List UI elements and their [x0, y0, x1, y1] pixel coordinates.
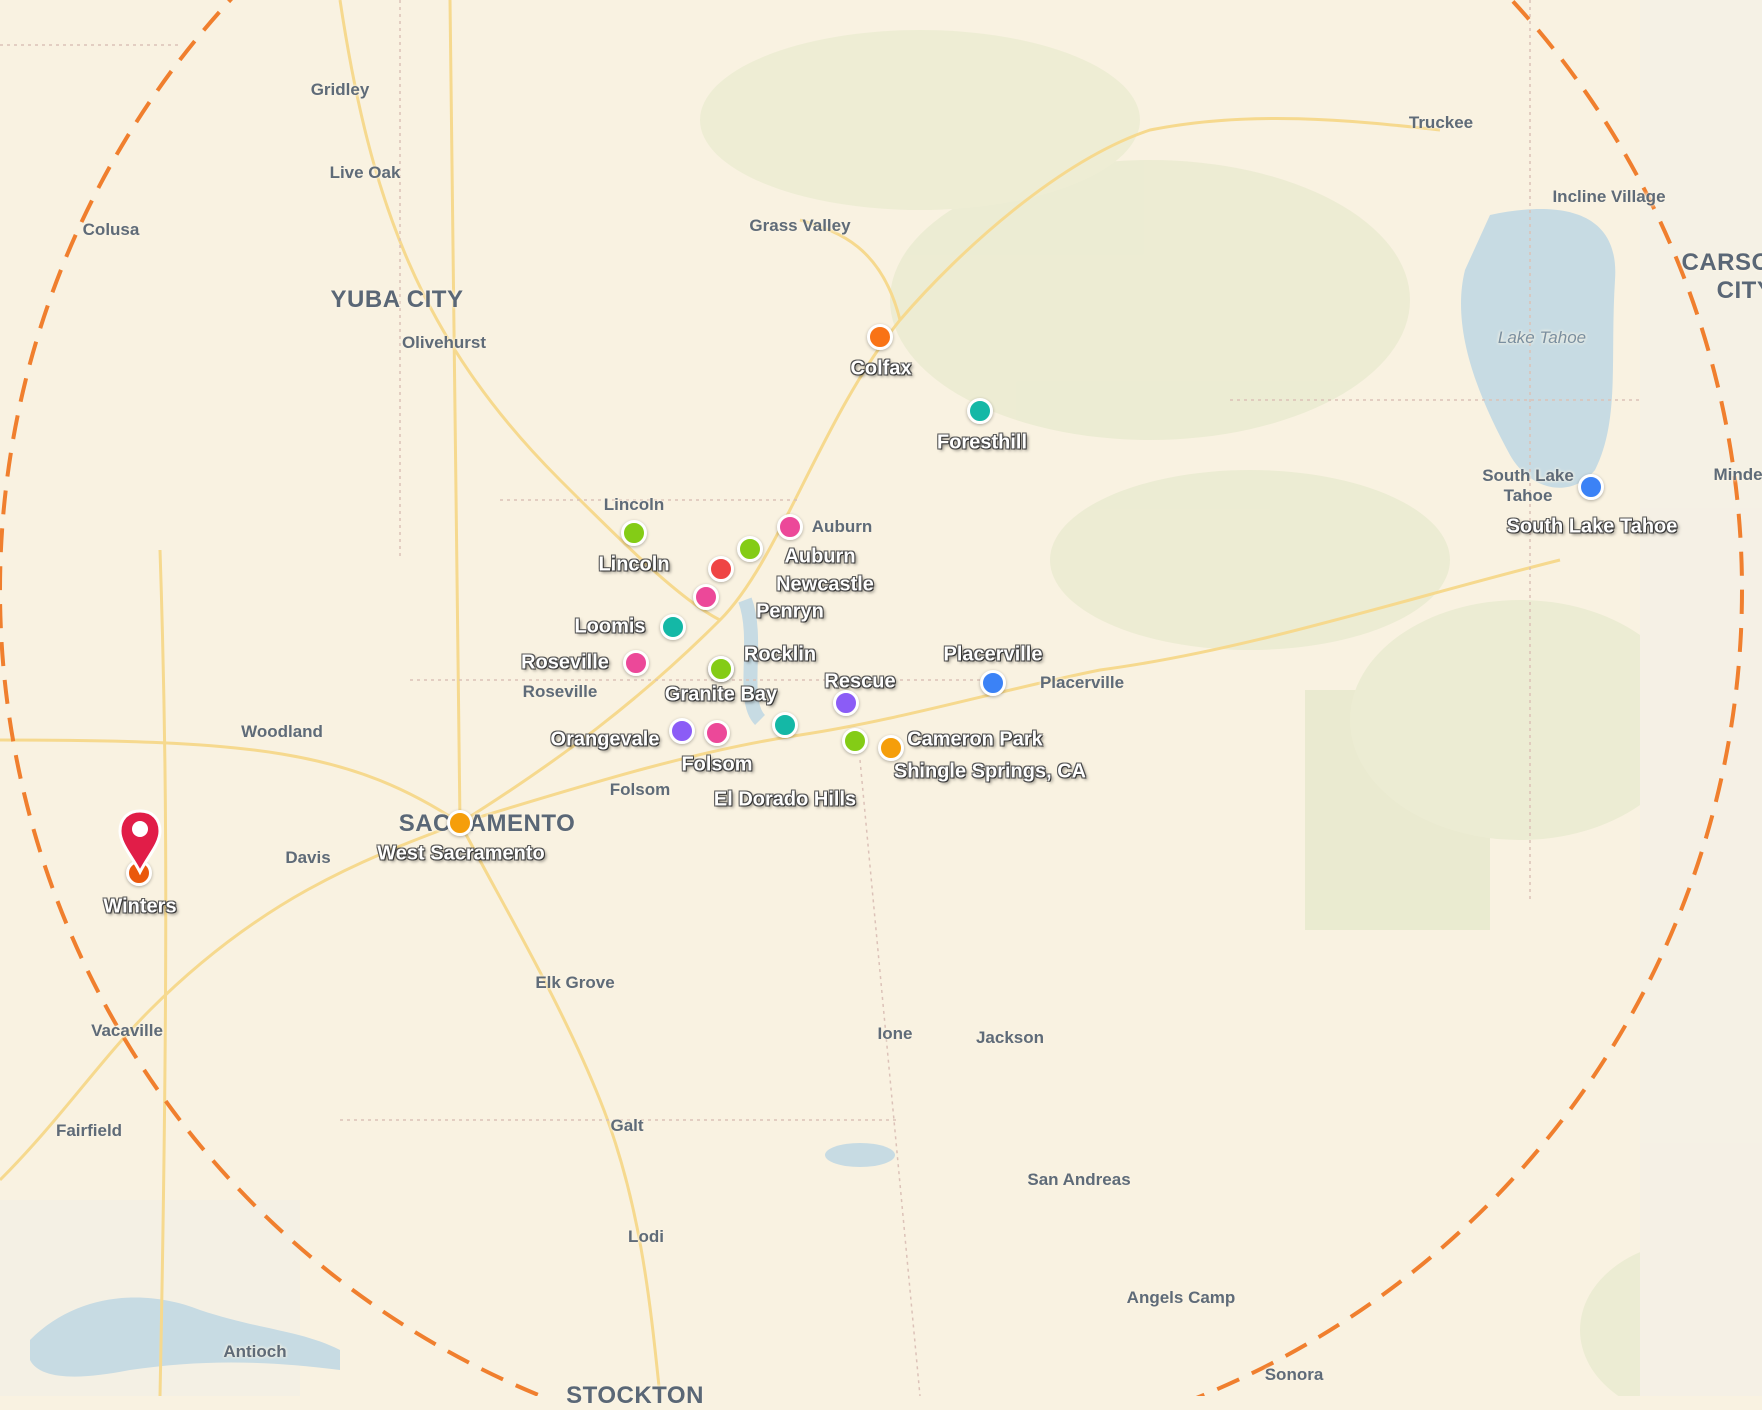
place-label: Tahoe: [1503, 486, 1553, 505]
place-label: Woodland: [241, 722, 323, 741]
location-marker[interactable]: [621, 520, 647, 546]
place-label: Placerville: [1039, 673, 1125, 692]
marker-label: Newcastle: [776, 573, 874, 596]
place-label: San Andreas: [1027, 1170, 1131, 1189]
location-marker[interactable]: [623, 650, 649, 676]
location-marker[interactable]: [669, 718, 695, 744]
location-marker[interactable]: [878, 735, 904, 761]
location-marker[interactable]: [660, 614, 686, 640]
place-label: Truckee: [1408, 113, 1474, 132]
place-label: Lincoln: [603, 495, 665, 514]
place-label: YUBA CITY: [330, 286, 464, 313]
place-label: SACRAMENTO: [398, 810, 576, 837]
marker-label: South Lake Tahoe: [1506, 515, 1678, 538]
place-label: Colusa: [82, 220, 140, 239]
place-label: Antioch: [223, 1342, 287, 1361]
location-marker[interactable]: [704, 720, 730, 746]
place-label: Galt: [610, 1116, 644, 1135]
location-marker[interactable]: [980, 670, 1006, 696]
water: [30, 208, 1616, 1377]
place-label: Vacaville: [91, 1021, 163, 1040]
place-label: Jackson: [975, 1028, 1045, 1047]
location-marker[interactable]: [693, 584, 719, 610]
roads: [0, 0, 1561, 1396]
place-label: Sonora: [1264, 1365, 1324, 1384]
location-marker[interactable]: [708, 656, 734, 682]
marker-label: Rocklin: [743, 643, 817, 666]
map-pin-icon[interactable]: [116, 808, 164, 876]
place-label: Grass Valley: [749, 216, 851, 235]
location-marker[interactable]: [708, 556, 734, 582]
location-marker[interactable]: [833, 690, 859, 716]
marker-label: Lincoln: [598, 553, 670, 576]
marker-label: Folsom: [681, 753, 753, 776]
place-label: Ione: [877, 1024, 913, 1043]
place-label: Lake Tahoe: [1497, 328, 1587, 347]
place-label: Incline Village: [1552, 187, 1666, 206]
marker-label: Placerville: [943, 643, 1043, 666]
place-label: Live Oak: [329, 163, 401, 182]
delta-water: [30, 1297, 340, 1377]
marker-label: Colfax: [850, 357, 912, 380]
place-label: CITY: [1716, 277, 1762, 304]
place-label: South Lake: [1482, 466, 1574, 485]
county-lines: [0, 0, 1640, 1396]
marker-label: Roseville: [521, 651, 609, 674]
marker-label: Loomis: [574, 615, 646, 638]
marker-label: El Dorado Hills: [713, 788, 857, 811]
marker-label: Penryn: [756, 600, 824, 623]
location-marker[interactable]: [447, 810, 473, 836]
place-label: Davis: [285, 848, 331, 867]
location-marker[interactable]: [772, 712, 798, 738]
location-marker[interactable]: [842, 728, 868, 754]
search-radius-circle: [0, 0, 1744, 1396]
lake-tahoe: [1461, 208, 1616, 488]
location-marker[interactable]: [867, 324, 893, 350]
place-label: Folsom: [609, 780, 671, 799]
marker-label: West Sacramento: [377, 842, 545, 865]
location-marker[interactable]: [777, 514, 803, 540]
location-marker[interactable]: [1578, 474, 1604, 500]
marker-label: Auburn: [784, 545, 856, 568]
place-label: Minde: [1713, 465, 1762, 484]
place-label: CARSON: [1681, 249, 1762, 276]
marker-label: Foresthill: [936, 431, 1028, 454]
location-marker[interactable]: [737, 536, 763, 562]
place-label: Roseville: [522, 682, 598, 701]
marker-label: Winters: [103, 895, 177, 918]
place-label: STOCKTON: [566, 1382, 704, 1409]
location-marker[interactable]: [967, 398, 993, 424]
place-label: Olivehurst: [401, 333, 487, 352]
place-label: Angels Camp: [1126, 1288, 1236, 1307]
place-label: Fairfield: [55, 1121, 123, 1140]
marker-label: Cameron Park: [907, 728, 1043, 751]
marker-label: Granite Bay: [664, 683, 778, 706]
place-label: Elk Grove: [535, 973, 615, 992]
marker-label: Shingle Springs, CA: [893, 760, 1087, 783]
place-label: Auburn: [811, 517, 873, 536]
place-label: Lodi: [628, 1227, 664, 1246]
marker-label: Orangevale: [550, 728, 660, 751]
place-label: Gridley: [310, 80, 370, 99]
marker-label: Rescue: [824, 670, 896, 693]
